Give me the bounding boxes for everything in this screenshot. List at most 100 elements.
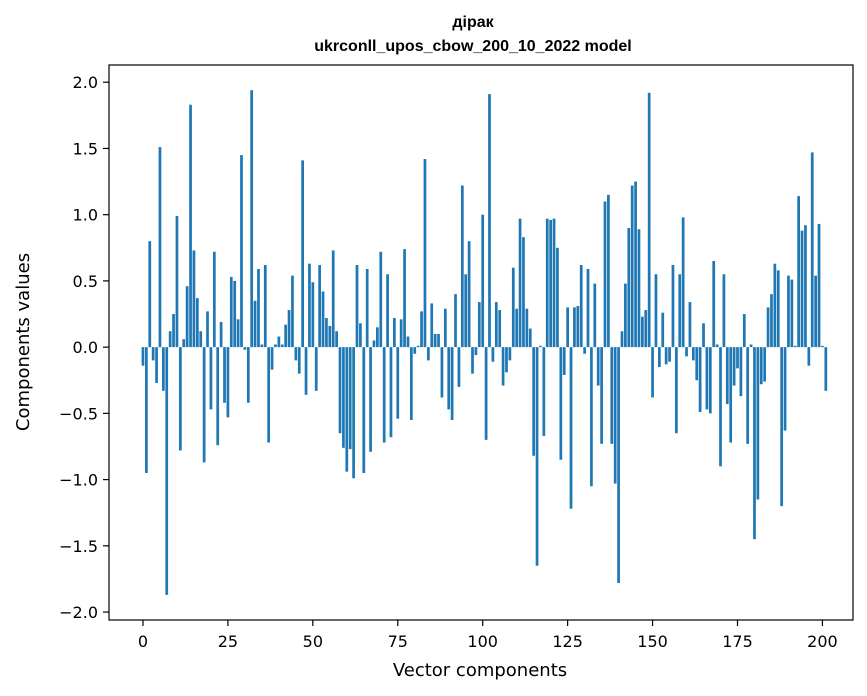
- bar: [270, 347, 274, 370]
- bar: [674, 347, 678, 434]
- bar: [624, 283, 627, 348]
- bar: [715, 344, 719, 348]
- bar: [729, 347, 733, 443]
- bar: [416, 345, 420, 348]
- bar: [477, 302, 481, 348]
- x-tick-label: 150: [637, 632, 668, 651]
- bar: [403, 249, 406, 348]
- bar: [766, 307, 770, 348]
- y-axis-ticks: −2.0 −1.5 −1.0 −0.5 0.0 0.5 1.0 1.5 2.0: [59, 73, 109, 622]
- bar: [641, 316, 644, 348]
- bar: [505, 347, 508, 373]
- x-axis-ticks: 0 25 50 75 100 125 150 175 200: [138, 620, 838, 651]
- bar: [644, 310, 648, 348]
- bar: [804, 225, 807, 348]
- bar: [566, 307, 569, 348]
- bar: [260, 344, 264, 348]
- bar: [576, 306, 580, 348]
- bar: [824, 347, 828, 391]
- bar: [376, 327, 379, 348]
- bar: [651, 347, 654, 398]
- bar: [162, 347, 165, 391]
- bar: [705, 347, 709, 410]
- bar: [304, 347, 308, 395]
- bar: [206, 311, 209, 348]
- bar: [185, 286, 189, 348]
- bar: [145, 347, 148, 473]
- y-tick-label: −1.0: [59, 471, 98, 490]
- bar: [654, 274, 658, 348]
- bar: [420, 311, 423, 348]
- bar: [168, 331, 172, 348]
- bar: [491, 347, 495, 362]
- bar: [331, 250, 335, 348]
- bar: [681, 217, 685, 348]
- bar: [528, 328, 532, 348]
- bar: [277, 336, 281, 348]
- x-tick-label: 50: [303, 632, 323, 651]
- bar: [369, 347, 372, 452]
- bar: [508, 347, 512, 361]
- bar: [549, 219, 552, 348]
- bar: [562, 347, 566, 375]
- bar: [515, 308, 519, 348]
- y-tick-label: −0.5: [59, 404, 98, 423]
- bar: [267, 347, 271, 443]
- bar: [437, 333, 440, 348]
- bar: [658, 347, 661, 368]
- bar: [189, 104, 192, 348]
- bar: [776, 270, 780, 348]
- x-tick-label: 200: [807, 632, 838, 651]
- bar: [484, 347, 488, 440]
- bar: [739, 347, 743, 397]
- bar: [552, 218, 556, 348]
- bar: [770, 294, 773, 348]
- bar: [539, 345, 542, 348]
- x-tick-label: 100: [467, 632, 498, 651]
- bar: [780, 347, 784, 507]
- y-tick-label: 1.5: [73, 139, 98, 158]
- bar: [413, 347, 417, 354]
- bar: [294, 347, 298, 361]
- bar: [426, 347, 430, 361]
- bar: [746, 347, 750, 444]
- bar: [719, 347, 722, 467]
- bar: [335, 331, 338, 348]
- bar: [399, 319, 403, 348]
- bar: [756, 347, 760, 500]
- bar: [433, 333, 437, 348]
- bar: [151, 347, 155, 361]
- bar: [257, 268, 260, 348]
- bar: [702, 323, 705, 348]
- x-tick-label: 75: [388, 632, 408, 651]
- bar: [348, 347, 352, 450]
- y-tick-label: 0.0: [73, 338, 98, 357]
- bar: [311, 282, 315, 348]
- bar: [481, 214, 485, 348]
- bar: [325, 318, 328, 348]
- bar: [345, 347, 349, 472]
- bar: [617, 347, 620, 583]
- bar: [817, 223, 821, 348]
- bar: [787, 275, 790, 348]
- bar: [691, 347, 695, 361]
- bar: [532, 347, 536, 456]
- bar: [447, 347, 451, 410]
- bar: [443, 308, 447, 348]
- bar: [742, 314, 746, 348]
- chart-title-line-1: дірак: [452, 14, 494, 31]
- bar: [573, 307, 576, 348]
- bar: [661, 312, 665, 348]
- bar: [732, 347, 736, 386]
- y-tick-label: −1.5: [59, 537, 98, 556]
- bar: [386, 274, 389, 348]
- bar: [454, 294, 457, 348]
- bar: [821, 345, 824, 348]
- bar: [172, 314, 175, 348]
- bar: [698, 347, 702, 413]
- bar: [175, 216, 179, 348]
- bar: [246, 347, 250, 403]
- y-tick-label: −2.0: [59, 603, 98, 622]
- bar: [647, 92, 651, 348]
